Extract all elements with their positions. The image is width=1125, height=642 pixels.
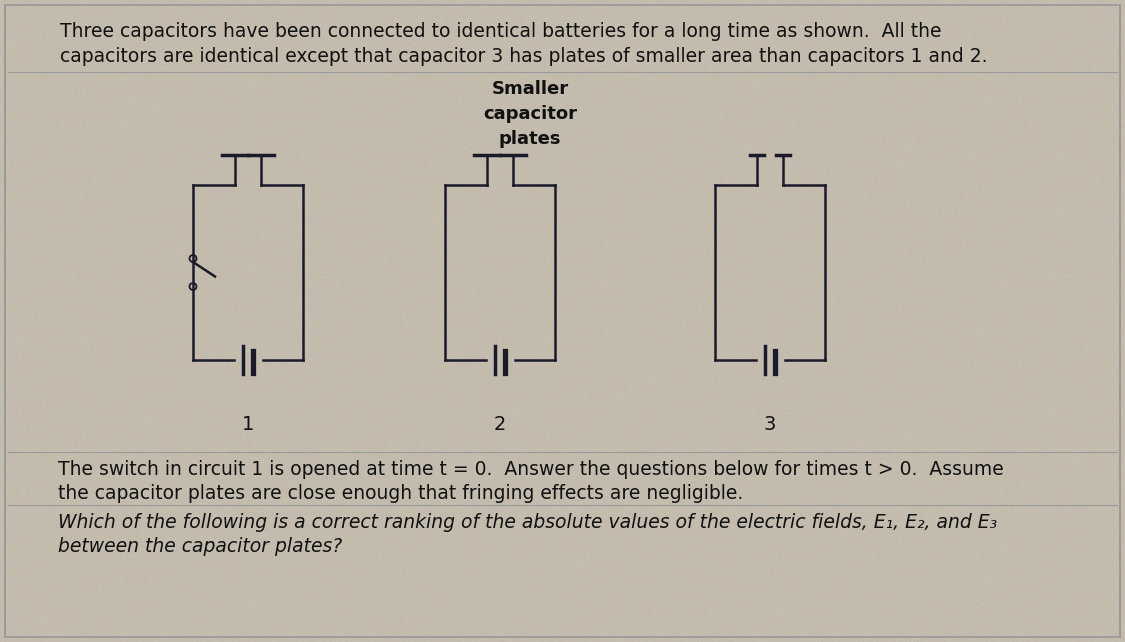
- Text: Smaller
capacitor
plates: Smaller capacitor plates: [483, 80, 577, 148]
- Text: Which of the following is a correct ranking of the absolute values of the electr: Which of the following is a correct rank…: [58, 513, 997, 532]
- Text: Three capacitors have been connected to identical batteries for a long time as s: Three capacitors have been connected to …: [60, 22, 942, 41]
- Text: 1: 1: [242, 415, 254, 434]
- Text: The switch in circuit 1 is opened at time t = 0.  Answer the questions below for: The switch in circuit 1 is opened at tim…: [58, 460, 1004, 479]
- Text: 3: 3: [764, 415, 776, 434]
- Text: between the capacitor plates?: between the capacitor plates?: [58, 537, 342, 556]
- Text: the capacitor plates are close enough that fringing effects are negligible.: the capacitor plates are close enough th…: [58, 484, 744, 503]
- Text: capacitors are identical except that capacitor 3 has plates of smaller area than: capacitors are identical except that cap…: [60, 47, 988, 66]
- Text: 2: 2: [494, 415, 506, 434]
